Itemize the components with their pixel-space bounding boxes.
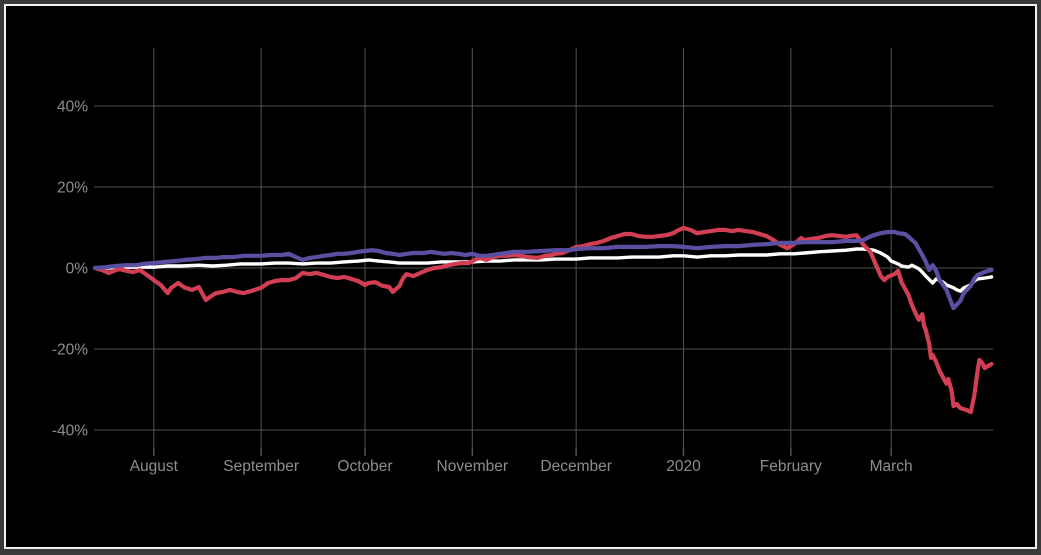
x-axis-tick-label: November [437,458,509,475]
y-axis-tick-label: -20% [52,342,88,359]
x-axis-tick-label: October [337,458,392,475]
x-axis-tick-label: September [223,458,299,475]
y-axis-tick-label: 20% [57,180,88,197]
x-axis-tick-label: 2020 [666,458,701,475]
chart-panel: 40% 20% 0% -20% -40% August September October No… [4,4,1037,549]
y-axis-tick-label: -40% [52,423,88,440]
x-axis-tick-label: August [130,458,179,475]
series-line-red-series[interactable] [92,225,994,415]
x-axis-tick-label: December [540,458,612,475]
series-line-white-series[interactable] [93,247,994,293]
performance-line-chart[interactable]: 40% 20% 0% -20% -40% August September October No… [6,6,1035,547]
y-axis-tick-label: 40% [57,99,88,116]
x-axis-tick-label: March [870,458,913,475]
series-line-purple-series[interactable] [92,229,994,311]
y-axis-tick-label: 0% [66,261,89,278]
x-axis-tick-label: February [760,458,822,475]
